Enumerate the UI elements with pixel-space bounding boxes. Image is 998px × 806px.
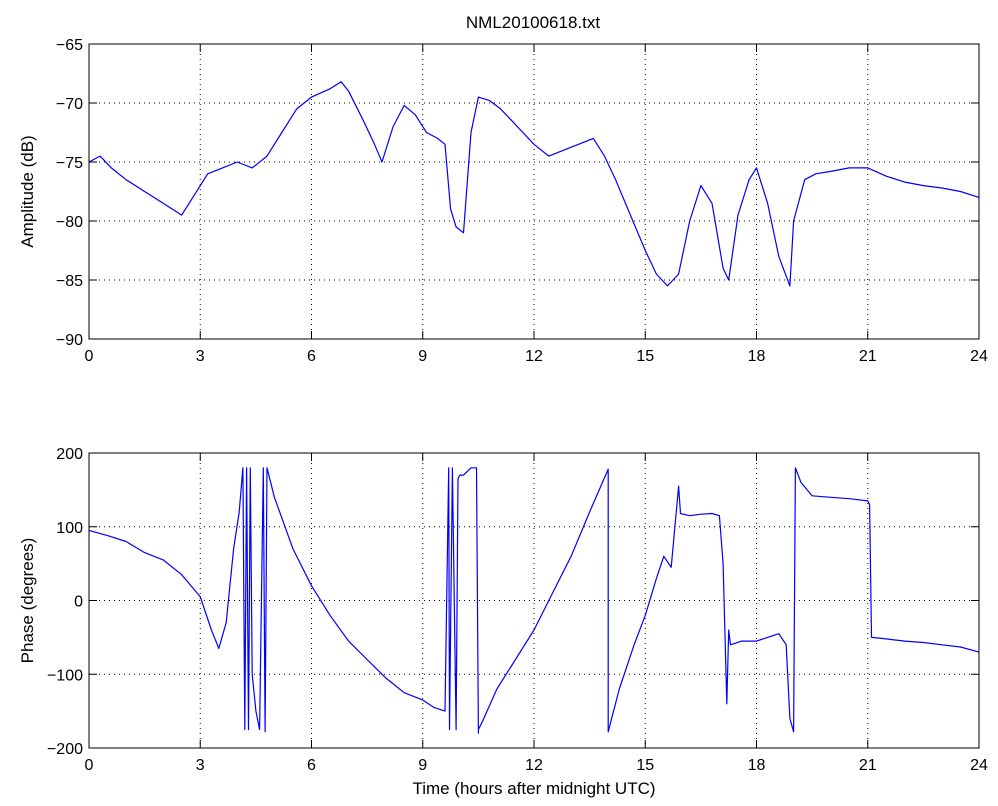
y-tick-label: 0 [74,594,83,611]
y-tick-label: 100 [56,520,83,537]
x-tick-label: 15 [636,348,654,365]
y-axis-label: Phase (degrees) [18,538,37,664]
y-tick-label: −85 [56,273,83,290]
x-tick-label: 15 [636,757,654,774]
y-tick-label: −80 [56,214,83,231]
y-tick-label: −100 [47,667,83,684]
data-series-line [88,81,980,287]
x-tick-label: 9 [418,348,427,365]
x-tick-label: 18 [748,348,766,365]
x-tick-label: 3 [196,757,205,774]
x-tick-label: 24 [970,757,988,774]
x-tick-label: 3 [196,348,205,365]
y-tick-label: −200 [47,741,83,758]
x-tick-label: 21 [859,757,877,774]
y-axis-label: Amplitude (dB) [18,135,37,247]
x-tick-label: 12 [525,757,543,774]
y-tick-label: −70 [56,96,83,113]
x-tick-label: 9 [418,757,427,774]
x-tick-label: 6 [307,757,316,774]
phase-plot: 0 3 6 9 12 15 18 21 24 −200 −100 0 100 200 Phase (degr… [18,446,988,798]
y-tick-label: −65 [56,37,83,54]
x-tick-label: 6 [307,348,316,365]
x-tick-label: 24 [970,348,988,365]
data-series-line [88,467,980,734]
y-tick-label: 200 [56,446,83,463]
x-tick-label: 0 [85,757,94,774]
y-tick-label: −75 [56,155,83,172]
figure-title: NML20100618.txt [466,13,600,32]
x-axis-label: Time (hours after midnight UTC) [412,779,655,798]
x-tick-label: 21 [859,348,877,365]
x-tick-label: 12 [525,348,543,365]
amplitude-plot: 0 3 6 9 12 15 18 21 24 −90 −85 −80 −75 −70 −65 Amplitud… [18,37,988,365]
x-tick-label: 18 [748,757,766,774]
x-tick-label: 0 [85,348,94,365]
y-tick-label: −90 [56,332,83,349]
